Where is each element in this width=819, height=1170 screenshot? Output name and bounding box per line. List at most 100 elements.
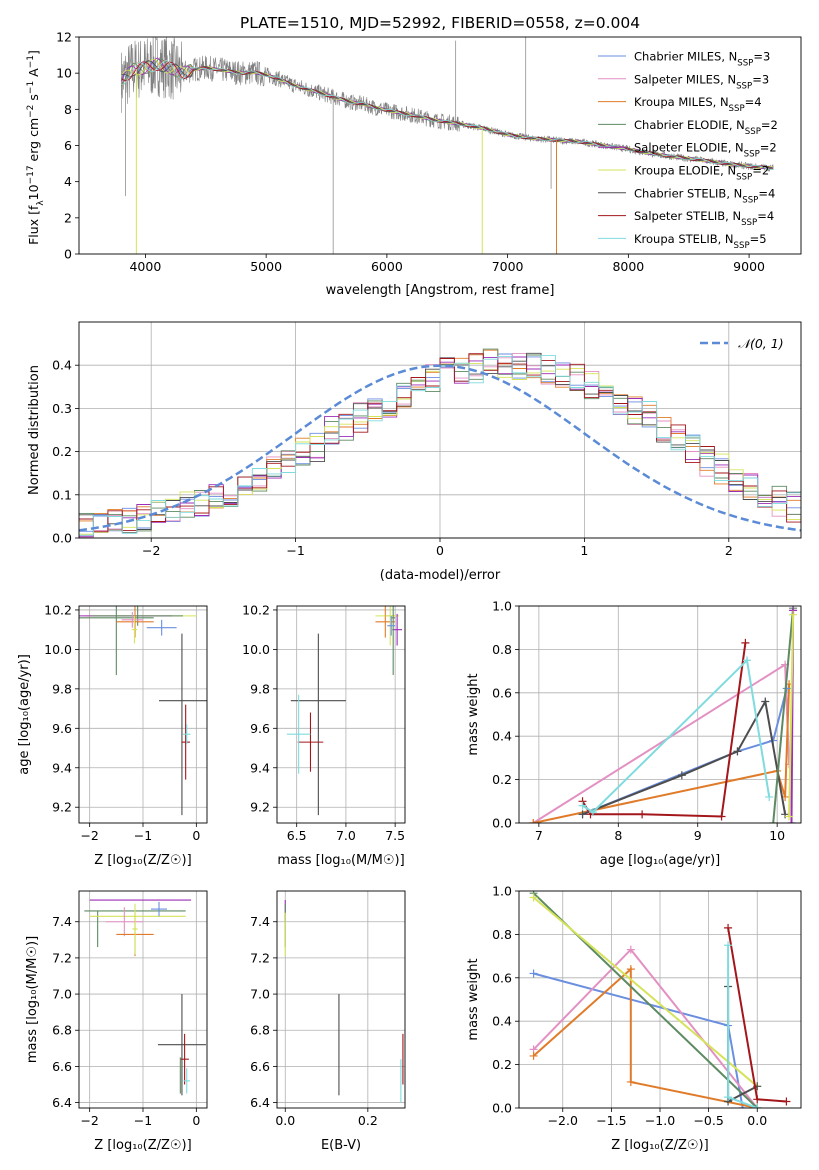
- x-tick-label: 7000: [492, 259, 524, 274]
- x-axis-label: Z [log₁₀(Z/Z☉)]: [94, 853, 191, 868]
- age-vs-mass-plot-area: [286, 606, 403, 816]
- y-tick-label: 7.4: [52, 914, 72, 929]
- x-tick-label: 6000: [371, 259, 403, 274]
- y-tick-label: 9.4: [250, 760, 270, 775]
- weight-marker: [753, 1095, 762, 1104]
- legend-label: Salpeter MILES, NSSP=3: [634, 72, 769, 91]
- y-tick-label: 0: [64, 247, 72, 262]
- legend-label: Chabrier ELODIE, NSSP=2: [634, 118, 778, 137]
- weight-marker: [733, 747, 742, 756]
- y-axis-label: Normed distribution: [27, 365, 42, 495]
- weight-marker: [789, 610, 798, 619]
- weight-marker: [724, 923, 733, 932]
- age-vs-mass-panel: 6.5 7.0 7.5 9.2 9.4 9.6 9.8 10.0 10.2 mass [log₁₀…: [242, 602, 406, 868]
- x-tick-label: 7.0: [336, 828, 356, 843]
- weight-marker: [529, 819, 538, 823]
- y-tick-label: 12: [56, 30, 72, 45]
- weight-vs-age-panel: 7 8 9 10 0.0 0.2 0.4 0.6 0.8 1.0 age [log₁₀(age/yr…: [466, 599, 802, 868]
- axes-frame: [518, 890, 802, 1109]
- x-tick-label: −1: [286, 543, 304, 558]
- y-tick-label: 10.2: [242, 602, 270, 617]
- x-axis-label: Z [log₁₀(Z/Z☉)]: [611, 1138, 708, 1153]
- y-tick-label: 9.2: [250, 800, 270, 815]
- weight-marker: [787, 819, 796, 823]
- y-tick-label: 10: [56, 66, 72, 81]
- y-tick-label: 7.2: [250, 950, 270, 965]
- mass-vs-Z-panel: −2 −1 0 6.4 6.6 6.8 7.0 7.2 7.4 Z [log₁₀(Z/Z☉)] ma…: [25, 890, 208, 1153]
- weight-marker: [529, 893, 538, 902]
- y-tick-label: 0.0: [492, 816, 512, 831]
- weight-line: [581, 642, 747, 818]
- weight-marker: [529, 969, 538, 978]
- x-tick-label: 8: [614, 828, 622, 843]
- weight-marker: [742, 656, 751, 665]
- y-tick-label: 0.1: [52, 487, 72, 502]
- x-tick-label: 10: [769, 828, 785, 843]
- y-tick-label: 6.8: [52, 1023, 72, 1038]
- axes-frame: [276, 605, 406, 824]
- legend-label: Salpeter STELIB, NSSP=4: [634, 209, 774, 228]
- y-tick-label: 0.6: [492, 685, 512, 700]
- age-vs-Z-panel: −2 −1 0 9.2 9.4 9.6 9.8 10.0 10.2 Z [log₁₀(Z/Z☉)]…: [17, 602, 208, 868]
- axes-frame: [78, 605, 208, 824]
- y-tick-label: 8: [64, 102, 72, 117]
- x-tick-label: 7: [535, 828, 543, 843]
- legend-label: Kroupa ELODIE, NSSP=2: [634, 164, 769, 183]
- spectrum-plot-area: [120, 37, 774, 254]
- x-tick-label: −1: [134, 1113, 152, 1128]
- mass-vs-ebv-plot-area: [284, 900, 404, 1103]
- axes-frame: [276, 890, 406, 1109]
- y-tick-label: 0.4: [492, 1014, 512, 1029]
- y-tick-label: 7.2: [52, 950, 72, 965]
- y-tick-label: 9.4: [52, 760, 72, 775]
- y-tick-label: 0.4: [52, 358, 72, 373]
- y-tick-label: 0.2: [492, 772, 512, 787]
- x-tick-label: 0.0: [747, 1113, 767, 1128]
- weight-marker: [588, 808, 597, 817]
- x-tick-label: 5000: [250, 259, 282, 274]
- weight-marker: [578, 801, 587, 810]
- x-tick-label: 0: [436, 543, 444, 558]
- chart-title: PLATE=1510, MJD=52992, FIBERID=0558, z=0…: [240, 14, 640, 32]
- weight-line: [532, 966, 758, 1108]
- x-tick-label: 4000: [129, 259, 161, 274]
- model-spectrum-line: [121, 61, 774, 170]
- y-tick-label: 10.0: [242, 642, 270, 657]
- y-tick-label: 0.2: [52, 444, 72, 459]
- weight-marker: [638, 810, 647, 819]
- y-axis-label: mass weight: [466, 673, 481, 755]
- weight-marker: [765, 792, 774, 801]
- residual-histogram: [79, 353, 801, 533]
- y-tick-label: 6.8: [250, 1023, 270, 1038]
- weight-marker: [785, 812, 794, 821]
- weight-vs-Z-plot-area: [529, 891, 791, 1108]
- residual-histogram: [79, 356, 801, 537]
- x-tick-label: 7.5: [385, 828, 405, 843]
- weight-marker: [761, 697, 770, 706]
- y-tick-label: 0.4: [492, 729, 512, 744]
- x-tick-label: −1: [134, 828, 152, 843]
- x-axis-label: Z [log₁₀(Z/Z☉)]: [94, 1138, 191, 1153]
- legend-label: Chabrier STELIB, NSSP=4: [634, 186, 775, 205]
- age-vs-Z-plot-area: [79, 606, 207, 816]
- y-tick-label: 6.6: [52, 1059, 72, 1074]
- model-spectrum-line: [121, 60, 774, 170]
- x-axis-label: E(B-V): [321, 1138, 361, 1153]
- weight-line: [532, 896, 758, 1088]
- y-tick-label: 9.8: [52, 681, 72, 696]
- y-axis-label: mass weight: [466, 958, 481, 1040]
- weight-marker: [753, 1104, 762, 1108]
- x-tick-label: −2: [80, 1113, 98, 1128]
- x-tick-label: 8000: [612, 259, 644, 274]
- x-tick-label: −2: [142, 543, 160, 558]
- y-axis-label: mass [log₁₀(M/M☉)]: [25, 936, 40, 1063]
- y-tick-label: 6.4: [52, 1095, 72, 1110]
- residual-histogram: [79, 353, 801, 532]
- y-tick-label: 10.2: [44, 602, 72, 617]
- x-tick-label: 0.2: [358, 1113, 378, 1128]
- legend-label: Salpeter ELODIE, NSSP=2: [634, 141, 777, 160]
- legend-label: Chabrier MILES, NSSP=3: [634, 50, 770, 69]
- y-tick-label: 4: [64, 174, 72, 189]
- x-axis-label: wavelength [Angstrom, rest frame]: [326, 283, 555, 298]
